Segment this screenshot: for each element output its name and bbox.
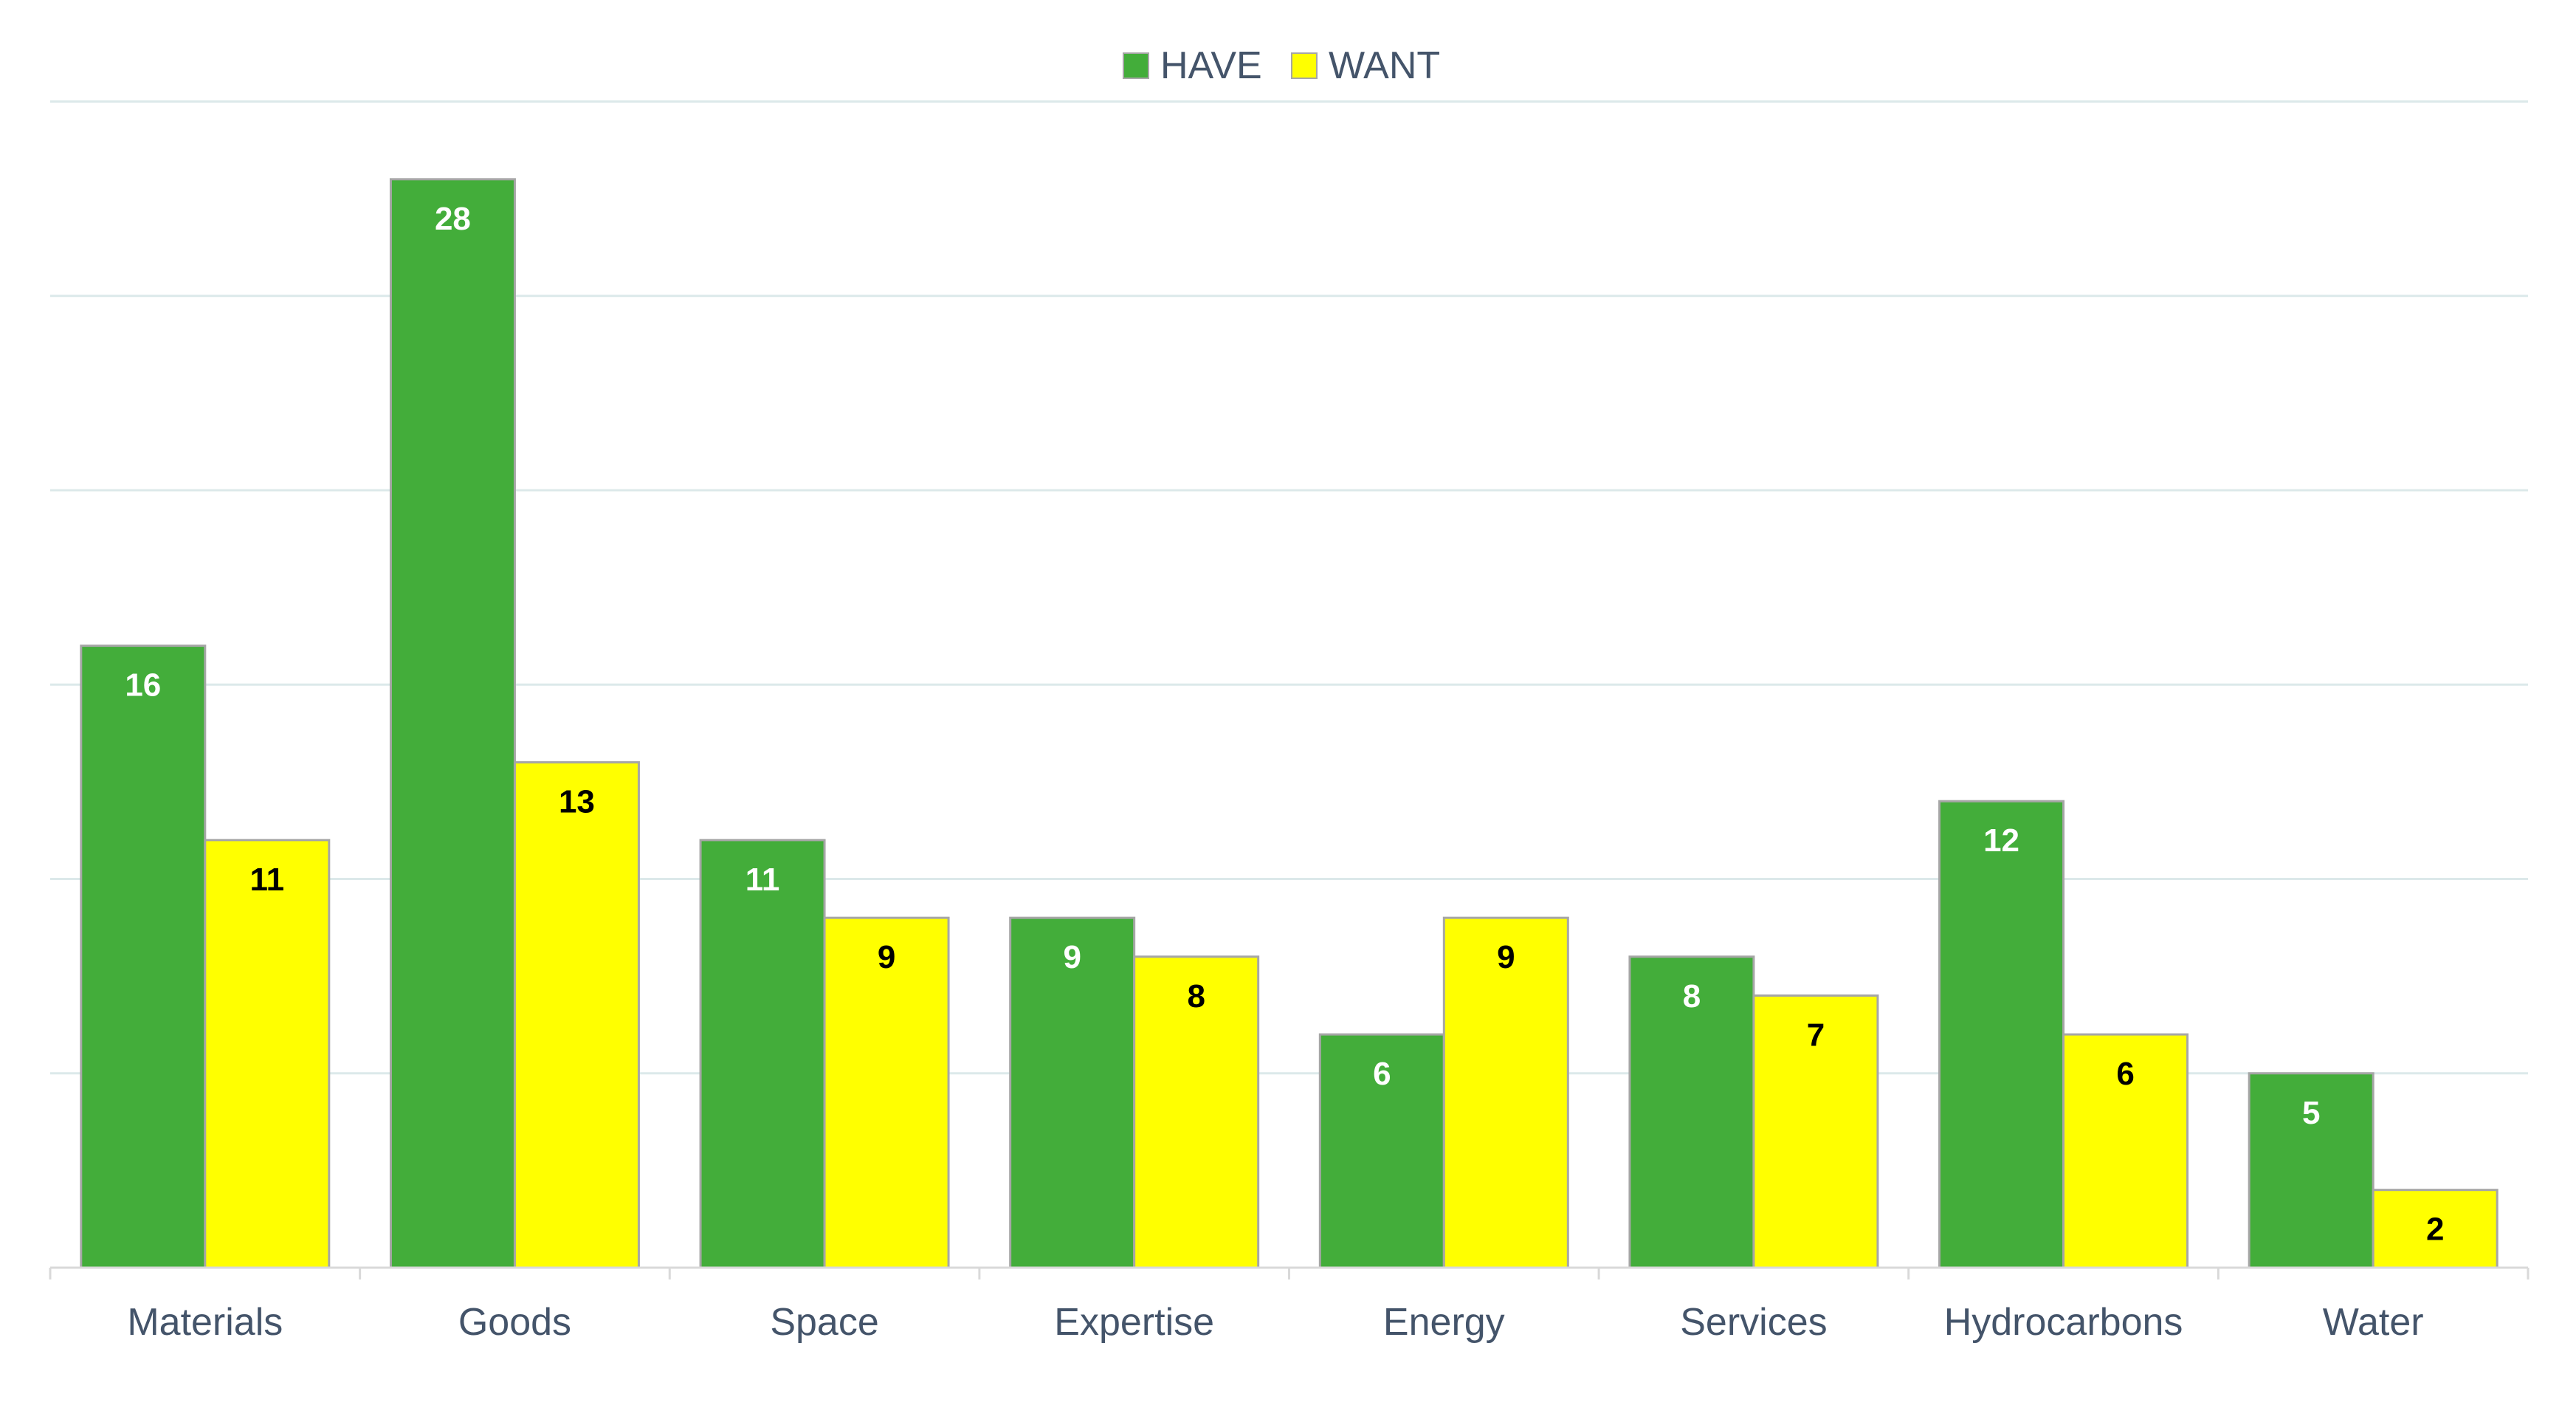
x-tick-label-hydrocarbons: Hydrocarbons [1944, 1301, 2183, 1344]
data-label-have-water: 5 [2302, 1095, 2320, 1131]
data-label-have-materials: 16 [125, 667, 161, 704]
legend-swatch-have [1123, 52, 1149, 79]
x-tick-label-space: Space [770, 1301, 878, 1344]
data-label-have-goods: 28 [435, 201, 471, 237]
bar-have-energy [1318, 1033, 1445, 1269]
bar-have-services [1628, 955, 1755, 1269]
x-tick-label-materials: Materials [127, 1301, 283, 1344]
data-label-want-services: 7 [1807, 1017, 1825, 1053]
x-tick-label-water: Water [2323, 1301, 2424, 1344]
bar-want-hydrocarbons [2062, 1033, 2189, 1269]
bar-want-services [1752, 994, 1879, 1269]
bar-have-goods [389, 178, 516, 1269]
x-tick-label-services: Services [1680, 1301, 1827, 1344]
x-axis: Materials Goods Space Expertise Energy Servic… [49, 1266, 2529, 1344]
legend-label-have: HAVE [1160, 44, 1262, 87]
legend-label-want: WANT [1329, 44, 1440, 87]
x-tick-label-expertise: Expertise [1054, 1301, 1214, 1344]
legend-swatch-want [1291, 52, 1318, 79]
data-label-have-space: 11 [745, 862, 780, 898]
legend: HAVE WANT [1123, 44, 1440, 87]
data-label-want-energy: 9 [1497, 939, 1515, 975]
bar-want-materials [204, 839, 331, 1269]
data-label-want-materials: 11 [250, 862, 285, 898]
data-label-have-expertise: 9 [1063, 939, 1081, 975]
bar-want-expertise [1133, 955, 1260, 1269]
bar-have-hydrocarbons [1938, 800, 2065, 1269]
data-label-want-water: 2 [2426, 1212, 2444, 1248]
data-label-want-space: 9 [878, 939, 895, 975]
bar-want-water [2372, 1189, 2498, 1269]
x-tick-label-energy: Energy [1383, 1301, 1505, 1344]
data-label-want-hydrocarbons: 6 [2116, 1056, 2134, 1092]
data-label-want-goods: 13 [559, 784, 595, 820]
bars: 16 11 28 13 11 9 9 8 6 9 8 7 12 6 5 2 [80, 178, 2498, 1269]
data-label-want-expertise: 8 [1187, 978, 1205, 1014]
x-tick-label-goods: Goods [458, 1301, 571, 1344]
bar-want-energy [1442, 916, 1569, 1269]
data-label-have-services: 8 [1683, 978, 1701, 1014]
data-label-have-energy: 6 [1373, 1056, 1391, 1092]
bar-have-space [699, 839, 826, 1269]
bar-want-goods [513, 761, 640, 1269]
bar-have-materials [80, 645, 207, 1269]
data-label-have-hydrocarbons: 12 [1983, 822, 2019, 859]
